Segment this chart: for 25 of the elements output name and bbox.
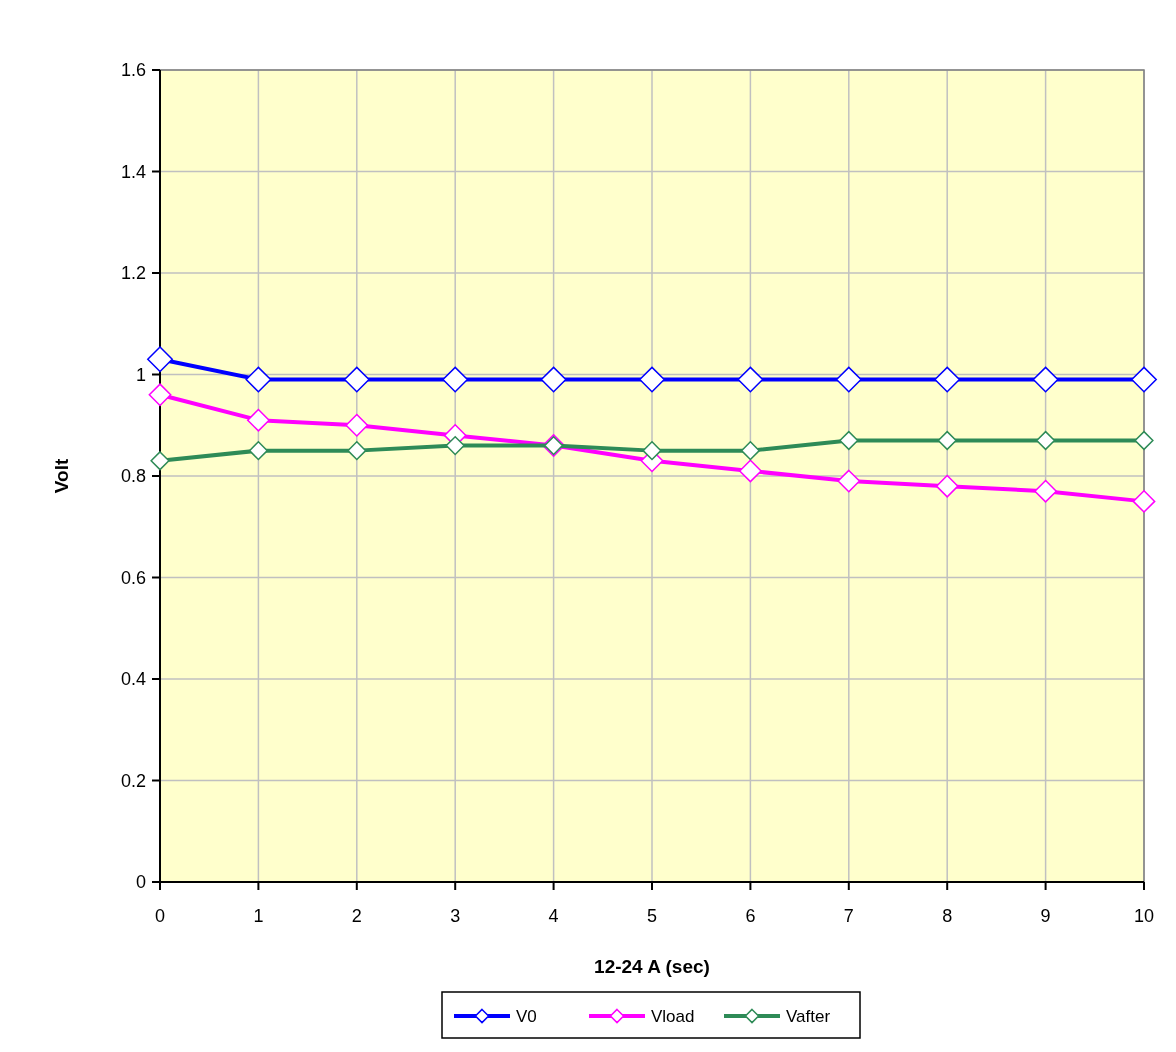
x-tick-label: 5	[646, 906, 658, 926]
x-axis-title: 12-24 A (sec)	[594, 956, 710, 977]
y-tick-label: 0.8	[120, 466, 146, 487]
legend-label: Vload	[651, 1006, 695, 1026]
x-tick-label: 1	[253, 906, 264, 926]
y-tick-label: 0.4	[120, 669, 146, 690]
x-tick-label: 7	[843, 906, 854, 926]
y-tick-label: 1.6	[120, 60, 146, 81]
y-tick-label: 0.6	[120, 567, 146, 588]
legend-label: V0	[516, 1006, 537, 1026]
x-tick-label: 6	[745, 906, 756, 926]
x-tick-label: 8	[942, 906, 953, 926]
x-tick-label: 2	[351, 906, 362, 926]
x-tick-label: 0	[154, 906, 166, 926]
x-tick-label: 3	[450, 906, 461, 926]
y-tick-label: 0.2	[120, 770, 146, 791]
y-tick-label: 0	[135, 872, 146, 893]
y-tick-label: 1.4	[120, 161, 146, 182]
x-tick-label: 9	[1040, 906, 1051, 926]
legend-label: Vafter	[786, 1006, 831, 1026]
y-tick-label: 1	[135, 364, 146, 385]
x-tick-label: 10	[1133, 906, 1155, 926]
y-tick-label: 1.2	[120, 263, 146, 284]
x-tick-label: 4	[548, 906, 559, 926]
y-axis-title: Volt	[51, 458, 72, 494]
